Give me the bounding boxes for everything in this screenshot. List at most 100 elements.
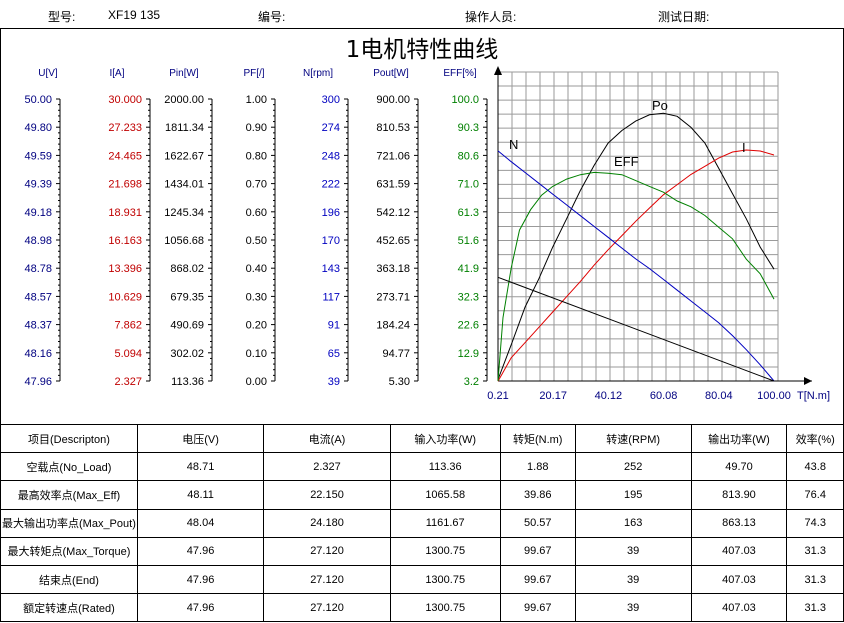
table-cell: 27.120 (263, 536, 391, 566)
axis-tick-label: 10.629 (108, 291, 142, 303)
axis-tick-label: 1056.68 (164, 235, 204, 247)
axis-tick-label: 184.24 (376, 320, 410, 332)
axis-tick-label: 170 (322, 235, 340, 247)
table-cell: 1161.67 (389, 508, 501, 538)
table-cell: 额定转速点(Rated) (0, 593, 138, 623)
table-cell: 39 (574, 536, 692, 566)
axis-tick-label: 274 (322, 122, 340, 134)
axis-tick-label: 48.57 (24, 291, 52, 303)
x-axis-arrow (804, 377, 812, 385)
table-cell: 47.96 (136, 593, 265, 623)
table-cell: 最高效率点(Max_Eff) (0, 480, 138, 510)
axis-tick-label: 100.0 (451, 94, 479, 106)
table-cell: 结束点(End) (0, 564, 138, 595)
table-cell: 31.3 (786, 593, 844, 623)
axis-tick-label: 721.06 (376, 150, 410, 162)
axis-tick-label: 49.59 (24, 150, 52, 162)
axis-tick-label: 48.16 (24, 348, 52, 360)
axis-label-6: EFF[%] (443, 68, 477, 79)
axis-tick-label: 0.20 (246, 320, 267, 332)
axis-tick-label: 48.37 (24, 320, 52, 332)
series-label-Po: Po (652, 98, 668, 113)
axis-tick-label: 0.40 (246, 263, 267, 275)
axis-tick-label: 1.00 (246, 94, 267, 106)
series-line-U (497, 276, 775, 382)
axis-tick-label: 24.465 (108, 150, 142, 162)
series-label-EFF: EFF (614, 154, 639, 169)
axis-tick-label: 7.862 (114, 320, 142, 332)
motor-characteristic-chart: U[V] 50.00 49.80 49.59 49.39 49.18 48.98 48.78 4… (24, 66, 830, 402)
axis-tick-label: 49.80 (24, 122, 52, 134)
axis-tick-label: 47.96 (24, 376, 52, 388)
axis-tick-label: 0.70 (246, 179, 267, 191)
table-cell: 31.3 (786, 564, 844, 595)
y-axis-arrow (494, 66, 502, 75)
table-header-cell: 效率(%) (786, 423, 844, 454)
table-cell: 252 (574, 452, 692, 482)
table-cell: 407.03 (690, 564, 788, 595)
table-header-cell: 输入功率(W) (389, 423, 501, 454)
axis-tick-label: 222 (322, 179, 340, 191)
axis-tick-label: 868.02 (170, 263, 204, 275)
axis-tick-label: 1434.01 (164, 179, 204, 191)
axis-tick-label: 94.77 (382, 348, 410, 360)
axis-tick-label: 363.18 (376, 263, 410, 275)
axis-tick-label: 490.69 (170, 320, 204, 332)
axis-tick-label: 0.60 (246, 207, 267, 219)
axis-tick-label: 16.163 (108, 235, 142, 247)
axis-tick-label: 3.2 (464, 376, 479, 388)
x-axis-label: T[N.m] (797, 390, 830, 402)
axis-tick-label: 302.02 (170, 348, 204, 360)
axis-tick-label: 71.0 (458, 179, 479, 191)
axis-tick-label: 12.9 (458, 348, 479, 360)
series-line-I (497, 149, 775, 382)
table-cell: 2.327 (263, 452, 391, 482)
axis-tick-label: 1811.34 (165, 122, 204, 134)
axis-tick-label: 48.98 (24, 235, 52, 247)
date-label: 测试日期: (658, 10, 710, 24)
axis-tick-label: 300 (322, 94, 340, 106)
table-cell: 863.13 (690, 508, 788, 538)
axis-tick-label: 0.90 (246, 122, 267, 134)
axis-tick-label: 39 (328, 376, 340, 388)
table-row: 最高效率点(Max_Eff) 48.11 22.150 1065.58 39.86 195… (0, 480, 844, 510)
axis-tick-label: 679.35 (170, 291, 204, 303)
model-label: 型号: (48, 10, 76, 24)
axis-tick-label: 810.53 (376, 122, 410, 134)
axis-tick-label: 0.80 (246, 150, 267, 162)
axis-label-5: Pout[W] (373, 68, 409, 79)
table-header-cell: 电压(V) (136, 423, 265, 454)
axis-tick-label: 65 (328, 348, 340, 360)
table-header-cell: 电流(A) (263, 423, 391, 454)
axis-tick-label: 2000.00 (164, 94, 204, 106)
table-cell: 1300.75 (389, 593, 501, 623)
axis-tick-label: 0.50 (246, 235, 267, 247)
axis-tick-label: 30.000 (108, 94, 142, 106)
table-header-cell: 项目(Descripton) (0, 423, 138, 454)
table-cell: 48.04 (136, 508, 265, 538)
axis-tick-label: 27.233 (108, 122, 142, 134)
axis-tick-label: 49.39 (24, 179, 52, 191)
x-tick-label: 40.12 (595, 390, 623, 402)
table-cell: 99.67 (499, 593, 576, 623)
axis-tick-label: 49.18 (24, 207, 52, 219)
table-cell: 48.71 (136, 452, 265, 482)
table-cell: 39 (574, 564, 692, 595)
table-cell: 99.67 (499, 536, 576, 566)
table-cell: 24.180 (263, 508, 391, 538)
table-cell: 27.120 (263, 564, 391, 595)
axis-tick-label: 196 (322, 207, 340, 219)
axis-tick-label: 22.6 (458, 320, 479, 332)
operator-label: 操作人员: (465, 10, 517, 24)
axis-tick-label: 900.00 (376, 94, 410, 106)
axis-label-0: U[V] (38, 68, 58, 79)
axis-tick-label: 0.30 (246, 291, 267, 303)
table-row: 空载点(No_Load) 48.71 2.327 113.36 1.88 252 49.70… (0, 452, 844, 482)
table-cell: 空载点(No_Load) (0, 452, 138, 482)
table-cell: 47.96 (136, 536, 265, 566)
table-cell: 1300.75 (389, 564, 501, 595)
axis-tick-label: 1622.67 (164, 150, 204, 162)
axis-tick-label: 5.30 (389, 376, 410, 388)
axis-tick-label: 0.10 (246, 348, 267, 360)
axis-tick-label: 41.9 (458, 263, 479, 275)
